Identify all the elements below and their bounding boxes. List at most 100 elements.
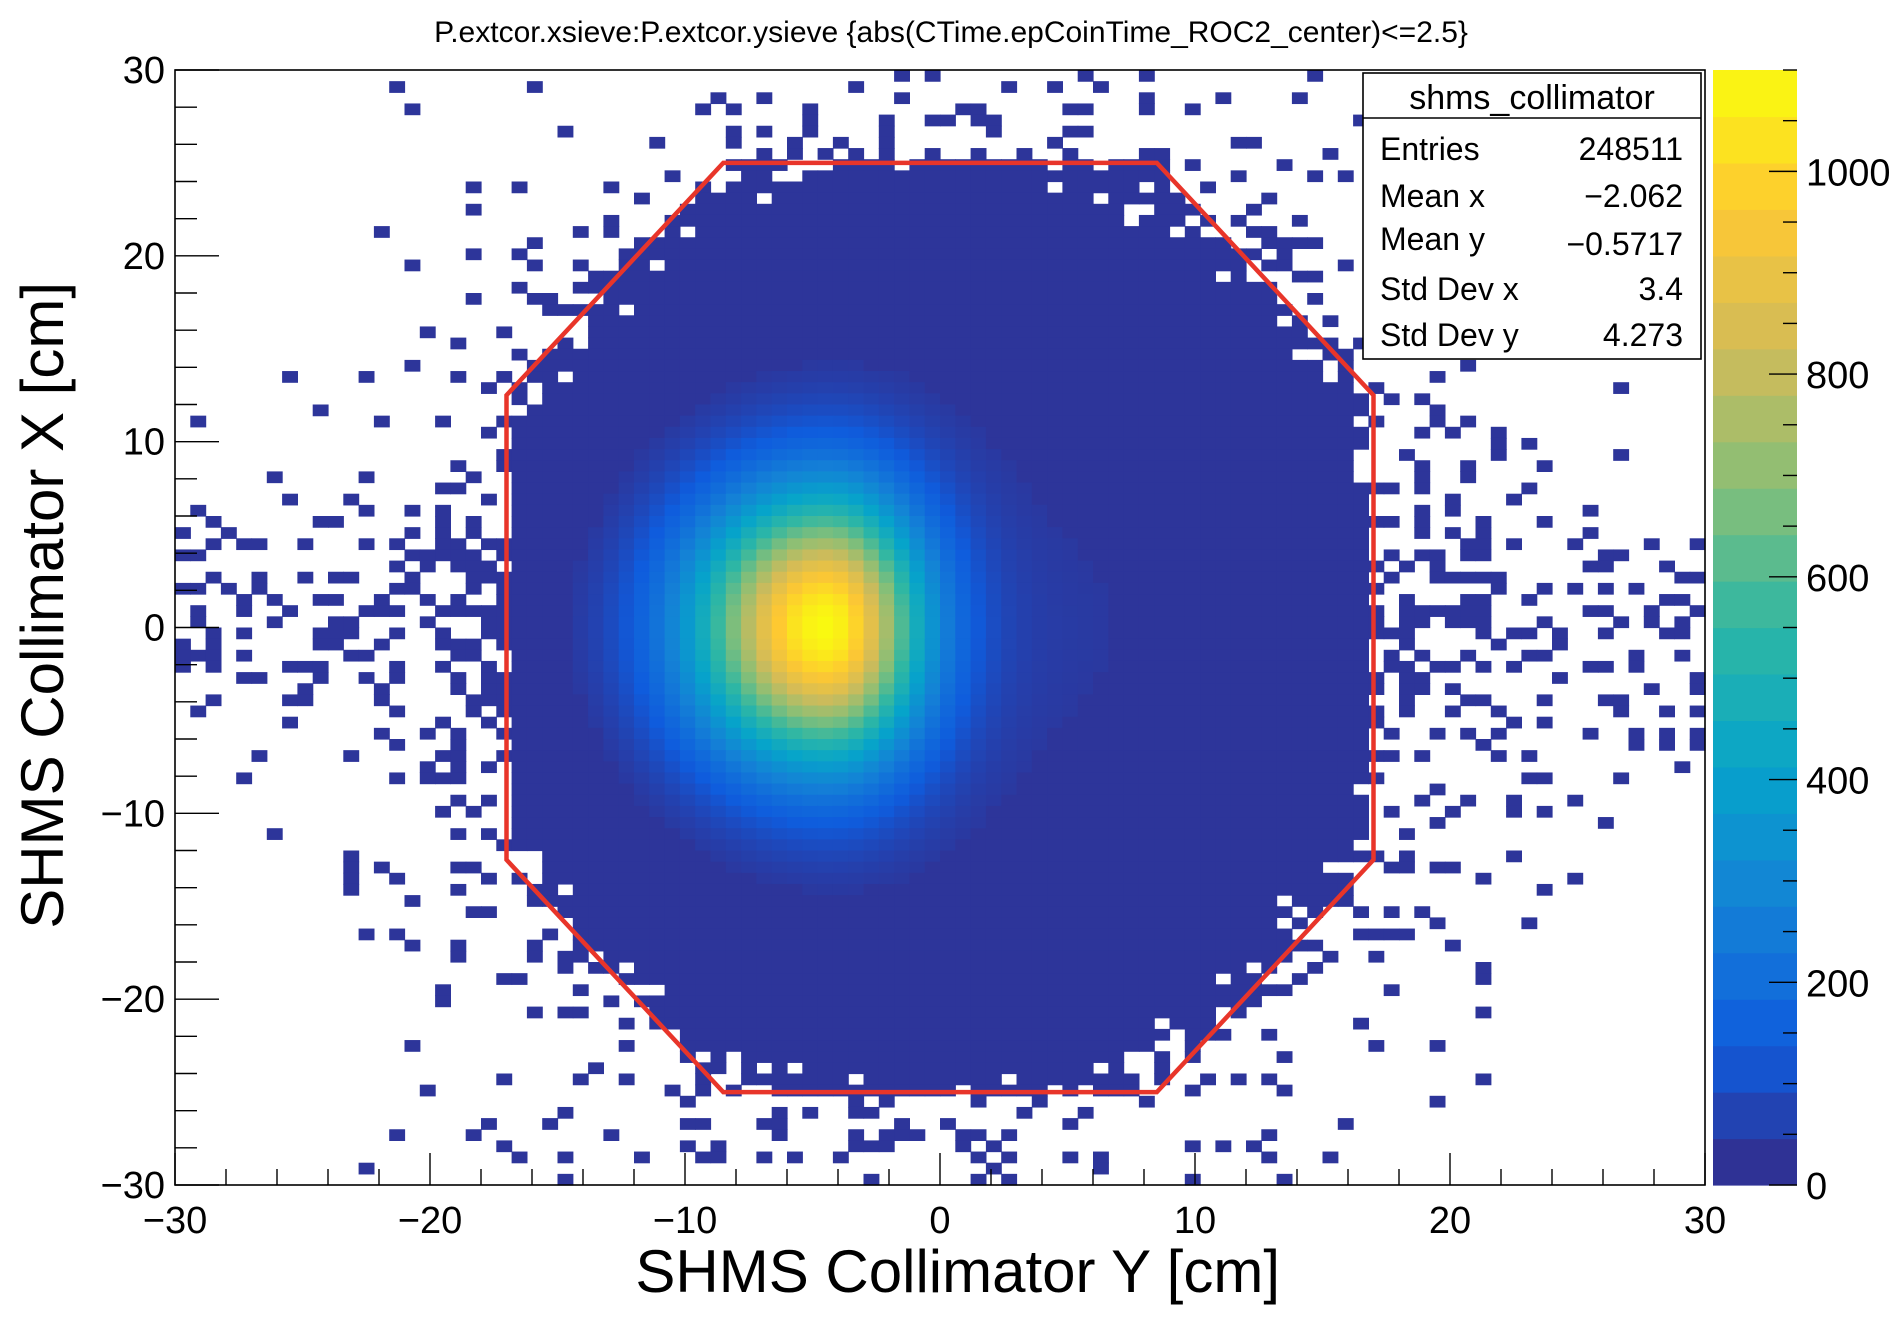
heatmap-cell — [1047, 962, 1063, 974]
heatmap-cell — [1230, 393, 1247, 406]
heatmap-cell — [205, 516, 222, 528]
heatmap-cell — [1169, 962, 1186, 974]
heatmap-cell — [1628, 649, 1645, 662]
heatmap-cell — [1169, 705, 1186, 718]
heatmap-cell — [1521, 772, 1538, 785]
heatmap-cell — [634, 861, 650, 874]
heatmap-cell — [1169, 281, 1186, 294]
heatmap-cell — [1246, 638, 1262, 651]
heatmap-cell — [435, 984, 451, 997]
heatmap-cell — [878, 504, 895, 517]
heatmap-cell — [1001, 973, 1018, 985]
heatmap-cell — [894, 716, 910, 729]
heatmap-cell — [817, 348, 834, 361]
heatmap-cell — [1123, 616, 1140, 629]
heatmap-cell — [1062, 1017, 1079, 1030]
heatmap-cell — [588, 705, 604, 718]
heatmap-cell — [572, 426, 589, 439]
heatmap-cell — [894, 237, 910, 249]
heatmap-cell — [1016, 872, 1033, 885]
heatmap-cell — [909, 304, 926, 316]
heatmap-cell — [1429, 560, 1446, 573]
heatmap-cell — [1200, 460, 1216, 472]
heatmap-cell — [832, 393, 849, 406]
heatmap-cell — [634, 805, 650, 818]
heatmap-cell — [1261, 538, 1278, 551]
heatmap-cell — [848, 1040, 865, 1052]
heatmap-cell — [649, 281, 666, 294]
heatmap-cell — [526, 627, 543, 640]
heatmap-cell — [1261, 850, 1278, 863]
heatmap-cell — [771, 939, 788, 952]
heatmap-cell — [1230, 772, 1247, 785]
heatmap-cell — [817, 393, 834, 406]
heatmap-cell — [1154, 527, 1171, 539]
heatmap-cell — [909, 649, 926, 662]
heatmap-cell — [1276, 493, 1293, 506]
heatmap-cell — [1291, 694, 1308, 707]
heatmap-cell — [1108, 549, 1125, 562]
heatmap-cell — [894, 315, 910, 328]
heatmap-cell — [1093, 761, 1109, 774]
heatmap-cell — [1230, 683, 1247, 695]
heatmap-cell — [1261, 616, 1278, 629]
heatmap-cell — [1613, 549, 1630, 562]
heatmap-cell — [511, 794, 528, 807]
heatmap-cell — [909, 1073, 926, 1086]
heatmap-cell — [1567, 538, 1584, 551]
heatmap-cell — [832, 493, 849, 506]
heatmap-cell — [878, 571, 895, 584]
heatmap-cell — [771, 460, 788, 472]
heatmap-cell — [955, 716, 972, 729]
heatmap-cell — [679, 538, 696, 551]
heatmap-cell — [1230, 895, 1247, 907]
heatmap-cell — [970, 1051, 987, 1063]
heatmap-cell — [1123, 181, 1140, 194]
heatmap-cell — [1077, 794, 1094, 807]
heatmap-cell — [924, 326, 941, 339]
heatmap-cell — [1154, 460, 1171, 472]
heatmap-cell — [1414, 460, 1431, 472]
heatmap-cell — [1062, 694, 1079, 707]
heatmap-cell — [741, 449, 757, 461]
heatmap-cell — [634, 995, 650, 1008]
heatmap-cell — [1276, 783, 1293, 796]
heatmap-cell — [1230, 248, 1247, 261]
heatmap-cell — [710, 549, 727, 562]
heatmap-cell — [588, 917, 604, 930]
heatmap-cell — [1062, 1073, 1079, 1086]
heatmap-cell — [404, 549, 421, 562]
heatmap-cell — [664, 906, 681, 918]
heatmap-cell — [909, 404, 926, 417]
heatmap-cell — [787, 1006, 803, 1019]
heatmap-cell — [1689, 605, 1706, 617]
heatmap-cell — [1077, 437, 1094, 450]
heatmap-cell — [1261, 304, 1278, 316]
heatmap-cell — [940, 359, 956, 372]
heatmap-cell — [787, 504, 803, 517]
heatmap-cell — [725, 839, 742, 852]
heatmap-cell — [1460, 605, 1477, 617]
heatmap-cell — [205, 627, 222, 640]
heatmap-cell — [1062, 761, 1079, 774]
heatmap-cell — [450, 482, 467, 495]
heatmap-cell — [1108, 371, 1125, 383]
heatmap-cell — [1261, 805, 1278, 818]
heatmap-cell — [863, 304, 880, 316]
heatmap-cell — [1246, 582, 1262, 595]
heatmap-cell — [1337, 382, 1354, 394]
heatmap-cell — [756, 750, 773, 762]
heatmap-cell — [848, 750, 865, 762]
heatmap-cell — [1475, 549, 1492, 562]
heatmap-cell — [985, 850, 1002, 863]
heatmap-cell — [588, 560, 604, 573]
heatmap-cell — [1093, 582, 1109, 595]
heatmap-cell — [649, 739, 666, 751]
heatmap-cell — [1031, 504, 1048, 517]
heatmap-cell — [771, 984, 788, 997]
heatmap-cell — [1429, 415, 1446, 428]
heatmap-cell — [1307, 549, 1324, 562]
heatmap-cell — [909, 516, 926, 528]
heatmap-cell — [1322, 538, 1339, 551]
heatmap-cell — [1184, 649, 1201, 662]
